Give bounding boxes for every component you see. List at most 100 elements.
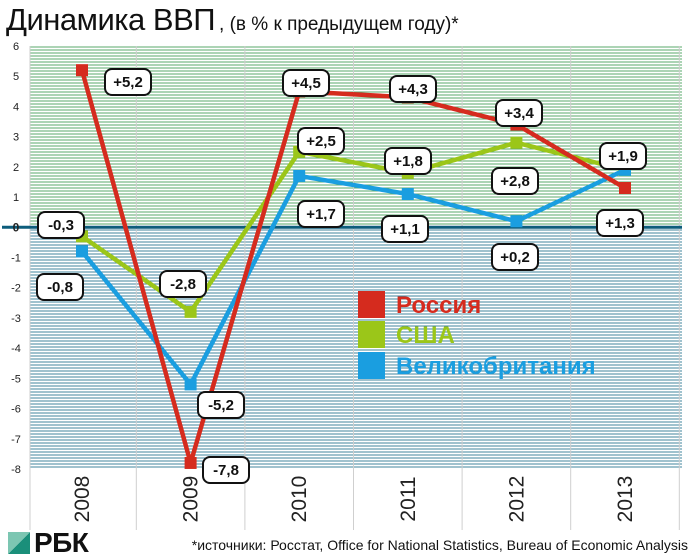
x-tick-label: 2009 [180, 476, 203, 523]
y-tick-label: -3 [11, 313, 21, 325]
data-label: -2,8 [159, 270, 207, 298]
data-label-box [297, 200, 345, 228]
data-label-text: +2,5 [306, 133, 336, 150]
data-label-box [202, 456, 250, 484]
data-label-box [491, 243, 539, 271]
rbc-logo-icon [8, 532, 30, 554]
y-tick-label: 1 [13, 192, 19, 204]
y-tick-label: 5 [13, 71, 19, 83]
source-note: *источники: Росстат, Office for National… [191, 537, 688, 553]
data-label: +1,7 [297, 200, 345, 228]
data-point [76, 245, 88, 258]
data-label-text: +1,1 [390, 221, 420, 238]
data-label: -7,8 [202, 456, 250, 484]
legend-label: Великобритания [396, 353, 596, 380]
data-label-box [389, 75, 437, 103]
y-tick-label: -2 [11, 283, 21, 295]
data-label-box [381, 215, 429, 243]
y-tick-label: 2 [13, 162, 19, 174]
data-label: -5,2 [197, 391, 245, 419]
data-label-text: +4,5 [291, 75, 321, 92]
data-label-text: +1,3 [605, 215, 635, 232]
data-label-text: -0,8 [47, 279, 73, 296]
series-line-2 [79, 167, 628, 387]
data-label-text: +4,3 [398, 81, 428, 98]
data-point [510, 215, 523, 228]
data-point [184, 305, 197, 318]
data-label-text: +1,7 [306, 206, 336, 223]
legend-item: Великобритания [358, 352, 596, 380]
data-point [293, 169, 306, 182]
legend-label: США [396, 322, 455, 349]
data-label-text: -5,2 [208, 397, 234, 414]
data-label-text: +1,8 [393, 153, 423, 170]
legend-swatch [358, 291, 385, 318]
data-label: +3,4 [495, 99, 543, 127]
data-label-text: +3,4 [504, 105, 534, 122]
y-tick-label: -4 [11, 343, 21, 355]
data-label: +2,5 [297, 127, 345, 155]
y-tick-label: -5 [11, 373, 21, 385]
series-line-0 [79, 67, 628, 466]
data-label: +0,2 [491, 243, 539, 271]
data-label: -0,8 [36, 273, 84, 301]
data-point [510, 136, 523, 149]
data-label-box [37, 211, 85, 239]
chart-subtitle: , (в % к предыдущем году)* [219, 14, 459, 35]
data-label: +1,1 [381, 215, 429, 243]
data-label-box [384, 147, 432, 175]
rbc-logo: РБК [8, 527, 89, 558]
x-tick-label: 2012 [505, 476, 528, 523]
legend-swatch [358, 321, 385, 348]
data-point [184, 456, 197, 469]
legend-item: США [358, 321, 455, 349]
data-label-text: -7,8 [213, 462, 239, 479]
data-label: +2,8 [491, 167, 539, 195]
data-label-box [495, 99, 543, 127]
data-label: +1,3 [596, 209, 644, 237]
data-label-box [159, 270, 207, 298]
y-tick-label: 0 [13, 220, 20, 234]
data-point [619, 182, 631, 195]
data-label-text: -0,3 [48, 217, 74, 234]
plot-area [30, 46, 682, 469]
y-tick-label: 3 [13, 132, 19, 144]
data-label: +4,5 [282, 69, 330, 97]
y-tick-label: -8 [11, 464, 21, 476]
data-label: -0,3 [37, 211, 85, 239]
x-tick-label: 2013 [614, 476, 637, 523]
data-label-text: +2,8 [500, 173, 530, 190]
data-label-box [197, 391, 245, 419]
legend-label: Россия [396, 292, 481, 319]
data-label-box [282, 69, 330, 97]
legend-item: Россия [358, 291, 481, 319]
data-label: +5,2 [104, 68, 152, 96]
y-tick-label: -1 [11, 253, 21, 265]
chart-title-main: Динамика ВВП [6, 2, 216, 37]
x-tick-label: 2010 [288, 476, 311, 523]
y-tick-label: 4 [13, 101, 19, 113]
data-point [401, 188, 414, 201]
legend-swatch [358, 352, 385, 379]
data-label-text: +1,9 [608, 148, 638, 165]
data-point [184, 378, 197, 391]
data-label-box [596, 209, 644, 237]
chart-title: Динамика ВВП, (в % к предыдущем году)* [6, 2, 459, 38]
y-tick-label: -6 [11, 404, 21, 416]
data-label-text: +5,2 [113, 74, 143, 91]
data-label-box [104, 68, 152, 96]
rbc-logo-text: РБК [34, 527, 89, 558]
data-label-box [297, 127, 345, 155]
data-point [76, 64, 88, 77]
data-label: +1,8 [384, 147, 432, 175]
x-tick-label: 2011 [397, 476, 420, 521]
data-label: +4,3 [389, 75, 437, 103]
series-line-1 [79, 140, 628, 315]
y-tick-label: -7 [11, 434, 21, 446]
x-tick-label: 2008 [71, 476, 94, 523]
y-tick-label: 6 [13, 41, 19, 53]
data-label-box [491, 167, 539, 195]
data-label-text: -2,8 [170, 276, 196, 293]
data-label-box [36, 273, 84, 301]
